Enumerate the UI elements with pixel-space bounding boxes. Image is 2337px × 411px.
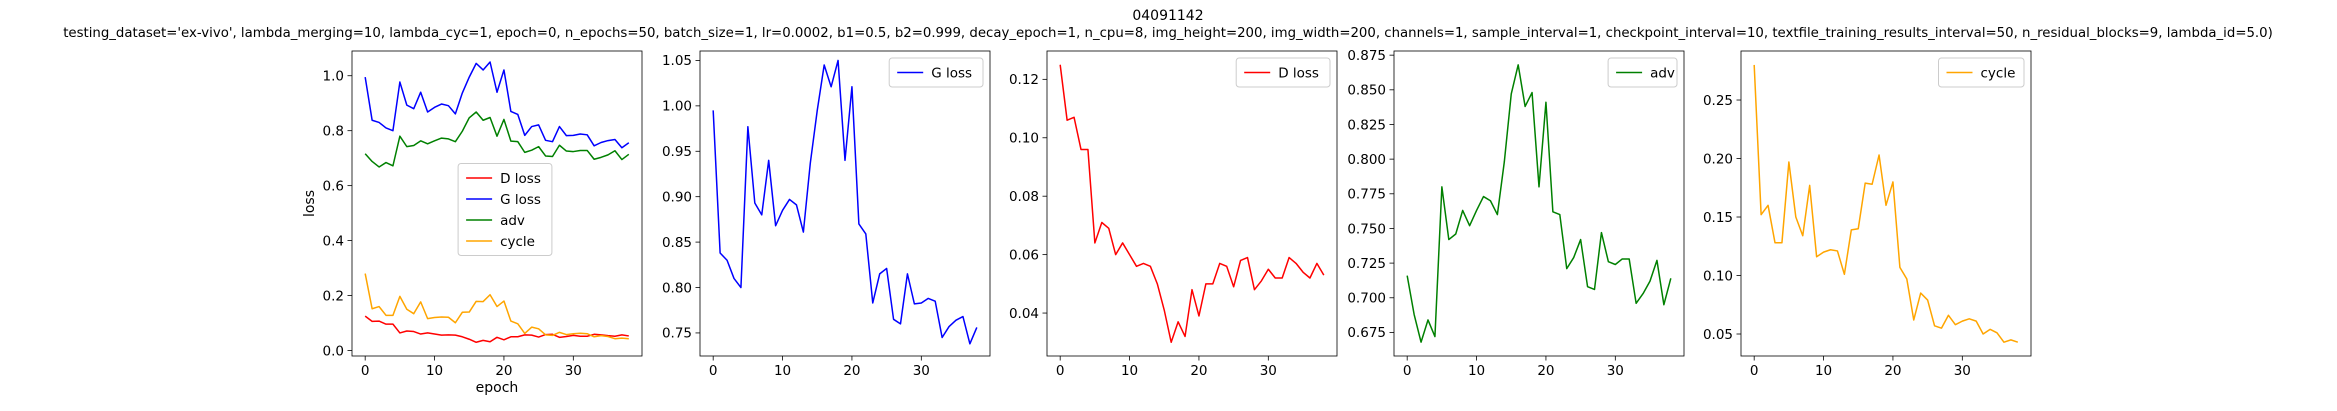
- subplot-1: 0 10 20 30 0.0 0.2 0.4 0.6 0.8 1.0 epoch loss D loss…: [302, 50, 643, 396]
- subplot-3: 0 10 20 30 0.04 0.06 0.08 0.10 0.12 D loss: [1009, 50, 1338, 379]
- y-tick-label: 0.700: [1347, 291, 1386, 307]
- x-tick-label: 20: [1190, 363, 1207, 379]
- legend-entry: D loss: [500, 171, 541, 187]
- series-line-d-loss: [364, 315, 629, 344]
- y-tick-label: 0.12: [1009, 72, 1039, 88]
- x-tick-label: 30: [913, 363, 930, 379]
- y-tick-label: 0.725: [1347, 256, 1386, 272]
- y-tick-label: 0.85: [662, 235, 692, 251]
- y-tick-label: 1.00: [662, 99, 692, 115]
- legend-frame: [457, 163, 553, 256]
- x-tick-label: 10: [426, 363, 443, 379]
- legend: adv: [1607, 57, 1678, 88]
- x-tick-label: 20: [843, 363, 860, 379]
- y-tick-label: 0.20: [1703, 151, 1733, 167]
- x-tick-label: 10: [1468, 363, 1485, 379]
- legend-entry: G loss: [931, 66, 972, 82]
- subplot-5: 0 10 20 30 0.05 0.10 0.15 0.20 0.25 cycle: [1703, 50, 2032, 379]
- y-tick-label: 0.06: [1009, 247, 1039, 263]
- x-tick-label: 10: [774, 363, 791, 379]
- axes-frame: [351, 50, 643, 357]
- x-tick-label: 20: [495, 363, 512, 379]
- legend-frame: [1938, 57, 2025, 88]
- series-line-adv: [1406, 64, 1672, 343]
- legend-entry: cycle: [1981, 66, 2016, 82]
- y-tick-label: 0.04: [1009, 306, 1039, 322]
- x-tick-label: 30: [1607, 363, 1624, 379]
- y-tick-label: 0.850: [1347, 83, 1386, 99]
- legend: D loss G loss adv cycle: [457, 163, 553, 256]
- y-tick-label: 0.2: [323, 288, 344, 304]
- series-line-d-loss: [1059, 64, 1325, 344]
- y-axis-label: loss: [302, 190, 318, 217]
- figure-title-id: 04091142: [1132, 8, 1203, 24]
- series-line-cycle: [364, 273, 629, 340]
- subplot-grid: 0 10 20 30 0.0 0.2 0.4 0.6 0.8 1.0 epoch loss D loss…: [302, 48, 2032, 396]
- legend-frame: [888, 57, 984, 88]
- legend-frame: [1607, 57, 1678, 88]
- x-axis-label: epoch: [476, 380, 519, 396]
- x-tick-label: 10: [1815, 363, 1832, 379]
- x-tick-label: 0: [1403, 363, 1412, 379]
- y-tick-label: 0.875: [1347, 48, 1386, 64]
- y-tick-label: 0.8: [323, 123, 344, 139]
- y-tick-label: 0.750: [1347, 221, 1386, 237]
- series-line-cycle: [1753, 64, 2019, 343]
- y-tick-label: 0.80: [662, 280, 692, 296]
- subplot-4: 0 10 20 30 0.675 0.700 0.725 0.750 0.775 0.800 0.8…: [1347, 48, 1685, 379]
- axes-frame: [699, 50, 991, 357]
- y-tick-label: 0.08: [1009, 189, 1039, 205]
- y-tick-label: 1.05: [662, 53, 692, 69]
- legend: cycle: [1938, 57, 2025, 88]
- y-tick-label: 0.675: [1347, 325, 1386, 341]
- y-tick-label: 0.75: [662, 326, 692, 342]
- y-tick-label: 0.800: [1347, 152, 1386, 168]
- y-tick-label: 0.4: [323, 233, 344, 249]
- x-tick-label: 0: [709, 363, 718, 379]
- figure-title-params: testing_dataset='ex-vivo', lambda_mergin…: [63, 26, 2273, 41]
- y-tick-label: 0.825: [1347, 117, 1386, 133]
- x-tick-label: 20: [1884, 363, 1901, 379]
- y-tick-label: 0.05: [1703, 327, 1733, 343]
- x-tick-label: 20: [1537, 363, 1554, 379]
- legend-entry: G loss: [500, 192, 541, 208]
- x-tick-label: 10: [1121, 363, 1138, 379]
- series-line-g-loss: [712, 59, 978, 345]
- x-tick-label: 0: [1056, 363, 1065, 379]
- x-tick-label: 0: [1750, 363, 1759, 379]
- legend-entry: D loss: [1278, 66, 1319, 82]
- y-tick-label: 0.6: [323, 178, 344, 194]
- legend: D loss: [1235, 57, 1331, 88]
- legend-entry: adv: [1650, 66, 1675, 82]
- x-tick-label: 30: [1260, 363, 1277, 379]
- y-tick-label: 0.95: [662, 144, 692, 160]
- axes-frame: [1740, 50, 2032, 357]
- series-line-g-loss: [364, 61, 630, 149]
- legend-frame: [1235, 57, 1331, 88]
- legend-entry: cycle: [500, 234, 535, 250]
- x-tick-label: 0: [361, 363, 370, 379]
- y-tick-label: 0.10: [1009, 131, 1039, 147]
- y-tick-label: 0.775: [1347, 187, 1386, 203]
- x-tick-label: 30: [1954, 363, 1971, 379]
- legend-entry: adv: [500, 213, 525, 229]
- series-line-adv: [364, 111, 630, 168]
- axes-frame: [1046, 50, 1338, 357]
- y-tick-label: 1.0: [323, 69, 344, 85]
- y-tick-label: 0.15: [1703, 210, 1733, 226]
- y-tick-label: 0.0: [323, 343, 344, 359]
- y-tick-label: 0.90: [662, 189, 692, 205]
- legend: G loss: [888, 57, 984, 88]
- subplot-2: 0 10 20 30 0.75 0.80 0.85 0.90 0.95 1.00 1.05 G los…: [662, 50, 991, 379]
- x-tick-label: 30: [565, 363, 582, 379]
- y-tick-label: 0.25: [1703, 93, 1733, 109]
- y-tick-label: 0.10: [1703, 268, 1733, 284]
- axes-frame: [1393, 50, 1685, 357]
